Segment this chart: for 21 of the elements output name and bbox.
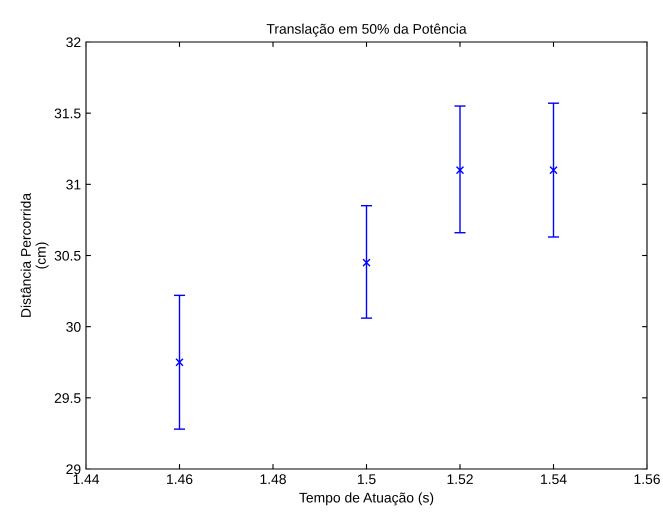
x-tick-label: 1.54 (541, 474, 567, 484)
x-axis-title: Tempo de Atuação (s) (299, 492, 434, 506)
y-tick-label: 32 (66, 37, 80, 48)
y-tick-label: 30.5 (54, 250, 81, 261)
y-tick-label: 29.5 (54, 393, 81, 404)
point (175, 358, 184, 366)
point (362, 258, 371, 267)
x-tick-label: 1.56 (634, 474, 660, 484)
y-tick-label: 31.5 (54, 108, 81, 118)
x-tick-label: 1.52 (448, 474, 473, 484)
x-tick-label: 1.5 (358, 474, 376, 484)
chart-title: Translação em 50% da Potência (266, 24, 467, 37)
y-tick-label: 29 (66, 464, 80, 474)
x-tick-label: 1.44 (74, 474, 100, 484)
x-tick-label: 1.48 (260, 474, 286, 484)
y-tick-label: 31 (66, 180, 80, 190)
y-axis-title: Distância Percorrida (cm) (20, 192, 49, 317)
x-tick-label: 1.46 (167, 474, 192, 484)
y-tick-label: 30 (66, 322, 81, 332)
point (549, 166, 558, 174)
point (456, 166, 464, 174)
